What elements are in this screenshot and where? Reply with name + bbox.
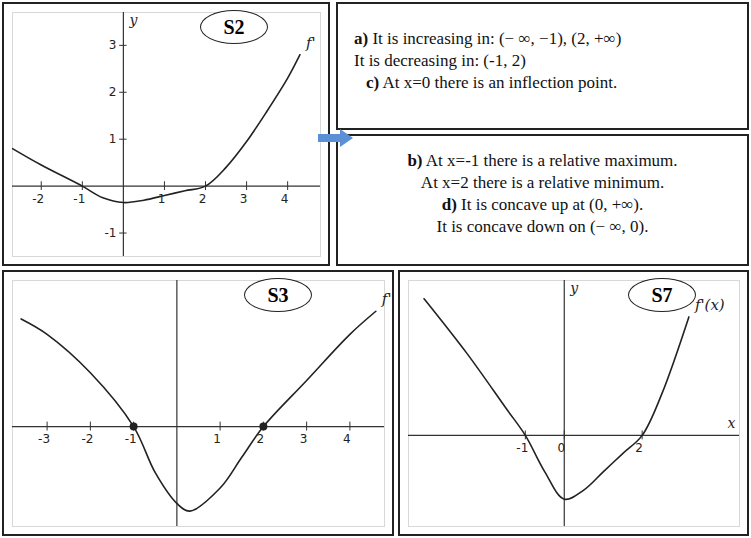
svg-text:-2: -2 <box>81 432 93 446</box>
svg-text:4: 4 <box>281 192 289 206</box>
svg-text:-3: -3 <box>38 432 50 446</box>
svg-text:0: 0 <box>557 441 565 455</box>
html-text:c) At x=0 there is an inflecti: c) At x=0 there is an inflection point. <box>366 73 618 92</box>
svg-text:-1: -1 <box>104 226 116 240</box>
svg-text:f': f' <box>305 34 316 52</box>
svg-text:2: 2 <box>199 192 207 206</box>
svg-text:x: x <box>728 415 736 431</box>
svg-text:f': f' <box>381 290 392 308</box>
svg-text:-2: -2 <box>32 192 44 206</box>
html-text:S3: S3 <box>267 283 289 306</box>
svg-text:-1: -1 <box>516 441 528 455</box>
svg-text:1: 1 <box>213 432 221 446</box>
svg-text:1: 1 <box>109 132 117 146</box>
svg-text:3: 3 <box>109 38 117 52</box>
svg-text:-1: -1 <box>73 192 85 206</box>
html-text:S7: S7 <box>651 283 673 306</box>
svg-text:3: 3 <box>300 432 308 446</box>
svg-text:1: 1 <box>158 192 166 206</box>
svg-text:2: 2 <box>109 85 117 99</box>
svg-text:2: 2 <box>256 432 265 447</box>
svg-text:2: 2 <box>635 441 643 455</box>
html-text:It is concave down on (− ∞, 0): It is concave down on (− ∞, 0). <box>436 217 649 236</box>
html-text:d) It is concave up at (0, +∞): d) It is concave up at (0, +∞). <box>441 195 644 214</box>
html-text:It is decreasing in: (-1, 2): It is decreasing in: (-1, 2) <box>354 51 526 70</box>
html-text:At x=2 there is a relative min: At x=2 there is a relative minimum. <box>420 173 665 192</box>
html-text:a) It is increasing in: (− ∞,: a) It is increasing in: (− ∞, −1), (2, +… <box>354 29 622 48</box>
svg-text:3: 3 <box>240 192 248 206</box>
html-text:S2: S2 <box>223 15 245 38</box>
svg-text:f'(x): f'(x) <box>694 296 725 314</box>
svg-text:y: y <box>128 12 138 28</box>
svg-text:4: 4 <box>343 432 351 446</box>
html-text:b) At x=-1 there is a relative: b) At x=-1 there is a relative maximum. <box>407 151 678 170</box>
svg-text:y: y <box>569 280 579 296</box>
svg-text:-1: -1 <box>125 432 137 446</box>
